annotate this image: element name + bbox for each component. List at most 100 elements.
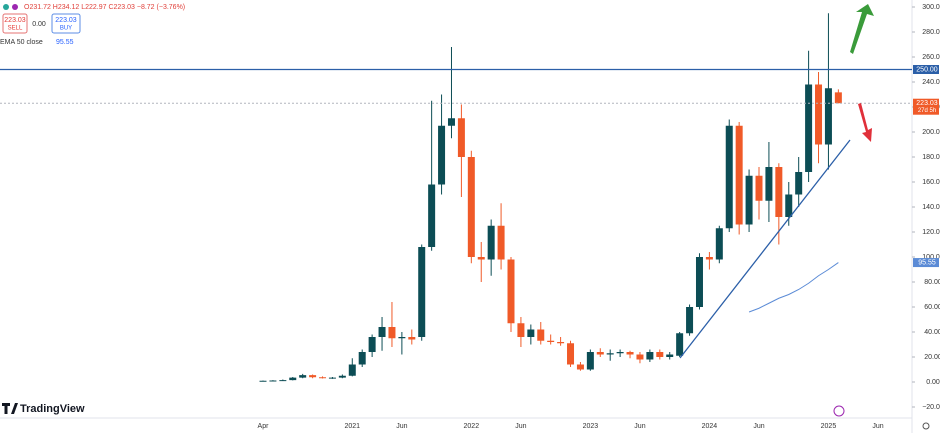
x-tick-label: 2024 xyxy=(702,423,718,430)
plot xyxy=(0,13,912,382)
sell-price[interactable]: 223.03 xyxy=(4,17,26,24)
y-tick-label: 240.00 xyxy=(922,79,940,86)
y-tick-label: 260.00 xyxy=(922,54,940,61)
x-tick-label: Jun xyxy=(515,423,526,430)
price-label-sub: 27d 5h xyxy=(918,108,936,114)
candle-body xyxy=(507,259,515,324)
x-tick-label: Jun xyxy=(396,423,407,430)
candle-body xyxy=(547,340,555,342)
buy-label[interactable]: BUY xyxy=(60,26,72,32)
y-tick-label: 20.00 xyxy=(924,354,940,361)
candle-body xyxy=(467,157,475,257)
price-label: 250.00 xyxy=(916,66,938,73)
candle-body xyxy=(487,225,495,260)
candle-body xyxy=(824,88,832,145)
buy-price[interactable]: 223.03 xyxy=(55,17,77,24)
candle-body xyxy=(328,377,336,379)
candle-body xyxy=(348,364,356,376)
candle-body xyxy=(398,337,406,339)
symbol-icon xyxy=(12,4,18,10)
x-tick-label: Jun xyxy=(634,423,645,430)
settings-icon[interactable] xyxy=(922,422,930,430)
candle-body xyxy=(705,257,713,260)
candle-body xyxy=(676,333,684,356)
brand-logo xyxy=(2,403,18,414)
candle-body xyxy=(686,307,694,334)
price-label-box xyxy=(913,258,939,268)
y-tick-label: 160.00 xyxy=(922,179,940,186)
x-tick-label: Apr xyxy=(258,423,270,430)
candle-body xyxy=(715,228,723,260)
header: O231.72 H234.12 L222.97 C223.03 −8.72 (−… xyxy=(0,4,185,46)
price-label-box xyxy=(913,98,939,115)
candle-body xyxy=(319,377,327,379)
x-tick-label: 2021 xyxy=(344,423,360,430)
candle-body xyxy=(527,329,535,337)
candle-body xyxy=(537,329,545,341)
candle-body xyxy=(755,175,763,201)
spread: 0.00 xyxy=(32,21,46,28)
status-icon xyxy=(3,4,9,10)
buy-button[interactable] xyxy=(51,13,81,34)
candle-body xyxy=(785,194,793,217)
candle-body xyxy=(279,380,287,382)
sell-button[interactable] xyxy=(2,13,28,34)
y-tick-label: −20.00 xyxy=(922,404,940,411)
candle-body xyxy=(646,352,654,360)
price-label: 223.03 xyxy=(916,100,938,107)
y-tick-label: 200.00 xyxy=(922,129,940,136)
indicator-value: 95.55 xyxy=(56,39,74,46)
candle-body xyxy=(428,184,436,247)
candle-body xyxy=(775,167,783,217)
candle-body xyxy=(438,125,446,185)
y-tick-label: 0.00 xyxy=(926,379,940,386)
candle-body xyxy=(576,364,584,370)
x-tick-label: 2023 xyxy=(583,423,599,430)
candle-body xyxy=(596,352,604,355)
candle-body xyxy=(745,175,753,225)
y-tick-label: 120.00 xyxy=(922,229,940,236)
candle-body xyxy=(834,92,842,104)
candle-body xyxy=(606,353,614,355)
candle-body xyxy=(735,125,743,225)
candle-body xyxy=(517,323,525,337)
indicator-name: EMA 50 close xyxy=(0,39,43,46)
ohlc-legend: O231.72 H234.12 L222.97 C223.03 −8.72 (−… xyxy=(24,4,185,11)
candle-body xyxy=(805,84,813,172)
candle-body xyxy=(338,375,346,378)
candle-body xyxy=(477,257,485,260)
candle-body xyxy=(358,352,366,365)
candle-body xyxy=(269,380,277,382)
brand-name: TradingView xyxy=(20,403,85,415)
x-tick-label: Jun xyxy=(872,423,883,430)
candle-body xyxy=(656,352,664,357)
ema-line xyxy=(748,262,839,313)
candle-body xyxy=(299,375,307,378)
candle-body xyxy=(368,337,376,352)
candle-body xyxy=(497,225,505,260)
sell-label[interactable]: SELL xyxy=(8,26,23,32)
price-label: 95.55 xyxy=(918,259,936,266)
y-tick-label: 100.00 xyxy=(922,254,940,261)
x-tick-label: 2022 xyxy=(464,423,480,430)
event-icon[interactable] xyxy=(833,405,845,417)
candle-body xyxy=(289,377,297,381)
y-tick-label: 280.00 xyxy=(922,29,940,36)
candle-body xyxy=(447,118,455,126)
trendline xyxy=(679,139,851,359)
candle-body xyxy=(616,352,624,354)
up-arrow xyxy=(850,4,874,54)
brand: TradingView xyxy=(2,403,85,415)
x-tick-label: 2025 xyxy=(821,423,837,430)
candle-body xyxy=(418,247,426,337)
x-tick-label: Jun xyxy=(753,423,764,430)
candle-body xyxy=(259,380,267,382)
candle-body xyxy=(567,343,575,365)
candle-body xyxy=(626,352,634,355)
y-tick-label: 180.00 xyxy=(922,154,940,161)
candle-body xyxy=(666,354,674,357)
y-tick-label: 80.00 xyxy=(924,279,940,286)
candle-body xyxy=(815,84,823,145)
candle-body xyxy=(765,167,773,201)
